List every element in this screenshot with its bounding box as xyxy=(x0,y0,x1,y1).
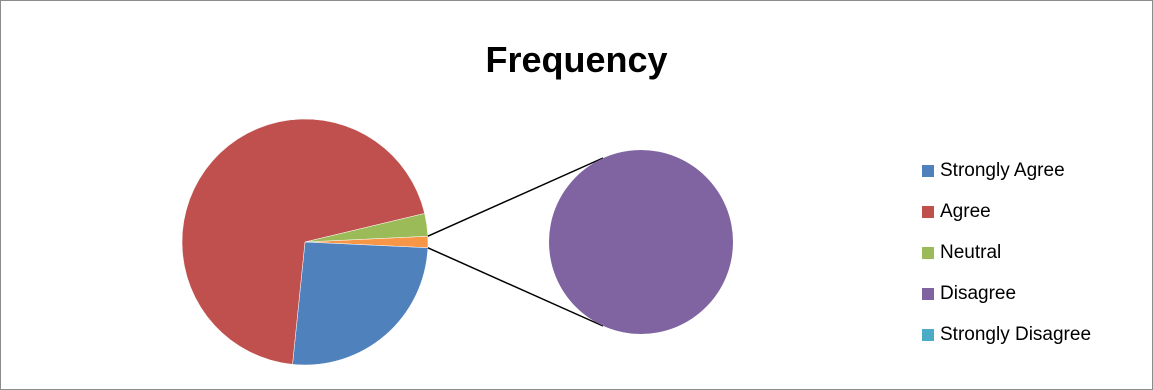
legend-item-strongly-disagree: Strongly Disagree xyxy=(922,324,1092,345)
secondary-slice-disagree xyxy=(549,150,733,334)
legend-item-neutral: Neutral xyxy=(922,242,1091,263)
legend-label: Strongly Disagree xyxy=(940,324,1092,345)
legend-item-strongly-agree: Strongly Agree xyxy=(922,160,1091,181)
legend-swatch xyxy=(922,247,934,259)
legend: Strongly Agree Agree Neutral Disagree Strong… xyxy=(922,160,1092,366)
primary-pie xyxy=(181,118,429,366)
pie-slice-agree xyxy=(181,118,425,365)
legend-item-disagree: Disagree xyxy=(922,283,1091,304)
connector-lower xyxy=(427,247,604,327)
legend-swatch xyxy=(922,165,934,177)
chart-title: Frequency xyxy=(485,39,668,80)
legend-swatch xyxy=(922,329,934,341)
secondary-pie xyxy=(549,150,733,334)
pie-slice-strongly-agree xyxy=(292,241,429,366)
legend-swatch xyxy=(922,288,934,300)
connector-upper xyxy=(427,157,604,237)
legend-swatch xyxy=(922,206,934,218)
legend-label: Disagree xyxy=(940,283,1017,304)
connector-lines xyxy=(427,157,604,327)
legend-label: Neutral xyxy=(940,242,1002,263)
legend-label: Strongly Agree xyxy=(940,160,1065,181)
legend-label: Agree xyxy=(940,201,991,222)
legend-item-agree: Agree xyxy=(922,201,1091,222)
